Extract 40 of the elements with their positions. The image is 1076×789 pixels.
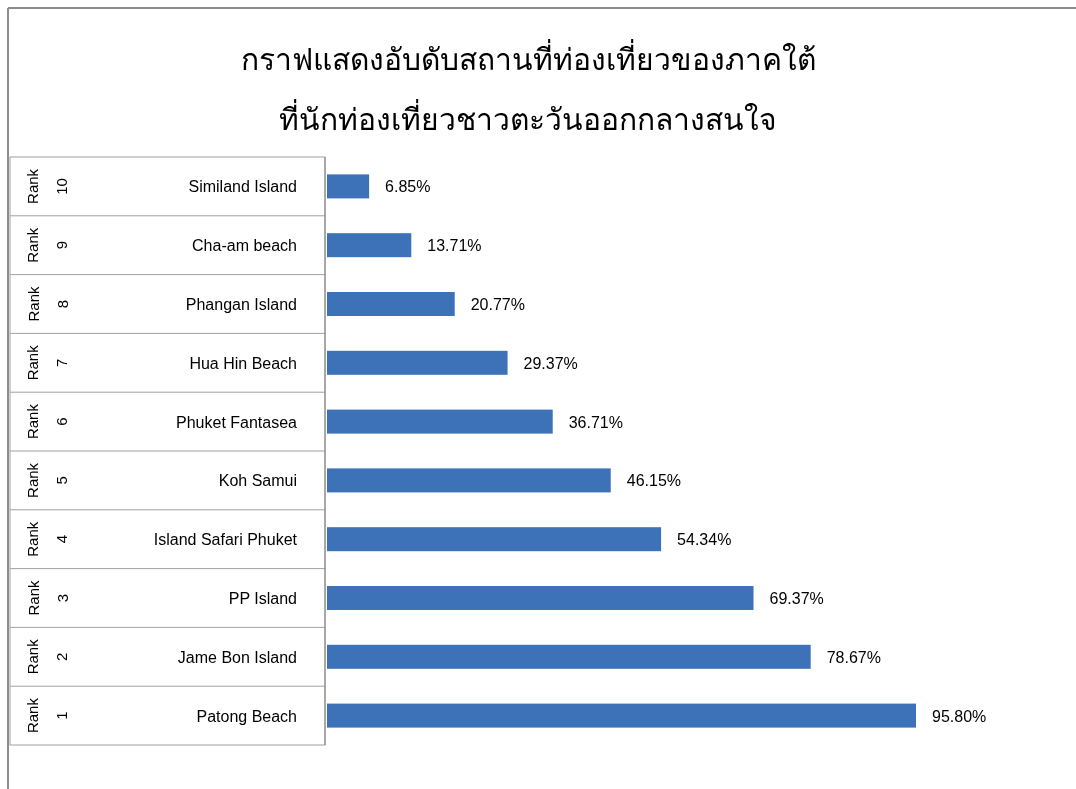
text: 2 — [53, 652, 71, 661]
data-label: 6.85% — [385, 178, 431, 196]
y-tick-label: Patong Beach — [196, 707, 297, 725]
data-label: 46.15% — [626, 472, 682, 490]
text: Rank — [24, 580, 42, 616]
text: 9 — [53, 241, 71, 250]
y-tick-label: Jame Bon Island — [177, 648, 297, 666]
text: Rank — [24, 227, 42, 263]
text: Rank — [24, 638, 42, 675]
y-tick-label: Koh Samui — [218, 472, 297, 490]
text: Rank — [24, 286, 42, 322]
y-tick-label: Island Safari Phuket — [153, 531, 298, 549]
text: 8 — [53, 299, 71, 309]
y-tick-label: Hua Hin Beach — [189, 354, 297, 372]
data-label: 95.80% — [932, 707, 987, 725]
y-tick-label: Phangan Island — [185, 296, 297, 313]
y-tick-label: Phuket Fantasea — [176, 413, 298, 431]
data-label: 54.34% — [677, 531, 732, 549]
text: 10 — [53, 178, 71, 195]
data-label: 36.71% — [568, 413, 623, 431]
data-label: 78.67% — [826, 648, 881, 666]
text: 4 — [53, 535, 71, 544]
text: 1 — [53, 711, 71, 720]
text: Rank — [24, 697, 42, 734]
text: Rank — [24, 403, 42, 440]
text: Rank — [24, 521, 42, 557]
text: Rank — [24, 168, 42, 204]
text: 7 — [53, 358, 71, 367]
text: 6 — [53, 417, 71, 426]
data-label: 13.71% — [427, 237, 482, 255]
text: Rank — [24, 344, 42, 381]
data-label: 29.37% — [523, 354, 578, 372]
text: 5 — [53, 476, 71, 485]
text: 3 — [53, 593, 71, 603]
y-tick-label: Similand Island — [188, 178, 297, 196]
text: Rank — [24, 462, 42, 498]
data-label: 69.37% — [769, 590, 824, 607]
y-tick-label: Cha-am beach — [192, 237, 297, 255]
data-label: 20.77% — [470, 296, 525, 313]
y-tick-label: PP Island — [228, 590, 297, 607]
